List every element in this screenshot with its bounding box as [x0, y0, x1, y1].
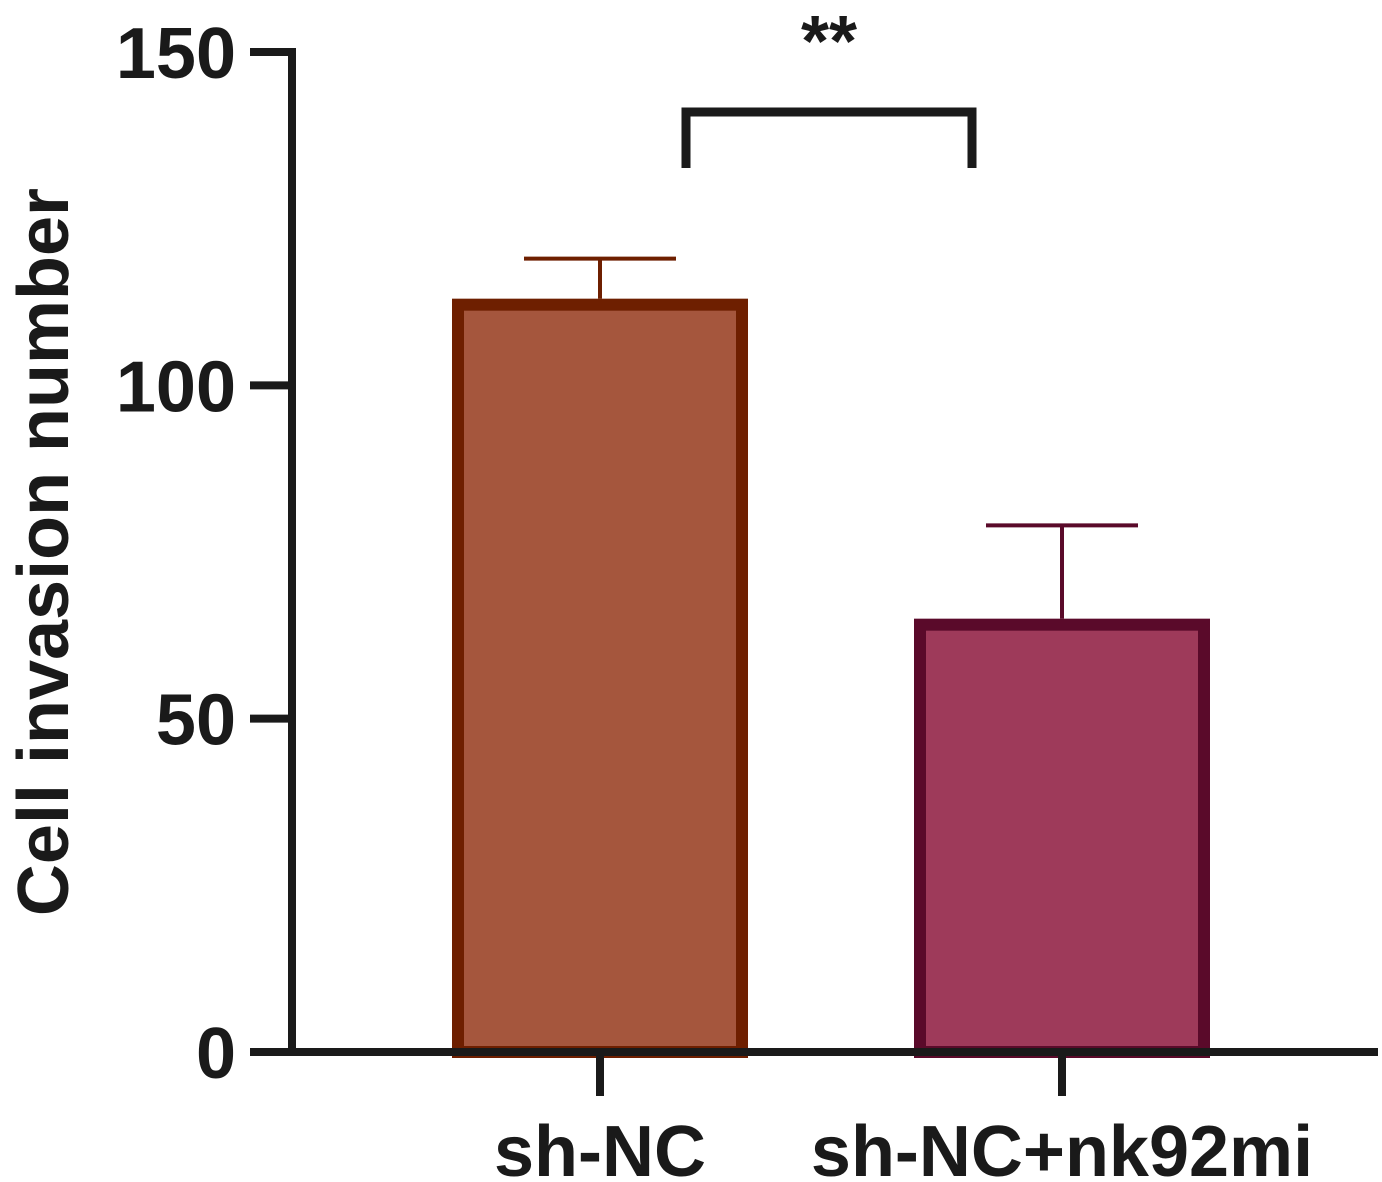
bars-layer — [452, 298, 1210, 1059]
error-bar-0 — [524, 256, 676, 299]
error-bar-1 — [986, 523, 1138, 619]
y-tick-label-0: 0 — [196, 1014, 236, 1094]
significance-bracket-0 — [681, 107, 977, 168]
axes-layer: 0 50 100 150 sh-NC sh-NC+nk92mi — [116, 14, 1378, 1182]
bar-0 — [452, 298, 748, 1058]
x-tick-label-0: sh-NC — [494, 1112, 706, 1182]
y-tick-label-1: 50 — [156, 681, 236, 761]
y-tick-label-2: 100 — [116, 347, 236, 427]
bar-1 — [914, 618, 1210, 1059]
significance-label-0: ** — [801, 2, 857, 82]
x-tick-label-1: sh-NC+nk92mi — [811, 1112, 1313, 1182]
annotations-layer: ** — [681, 2, 977, 168]
y-tick-label-3: 150 — [116, 14, 236, 94]
error-bars-layer — [524, 256, 1138, 619]
y-axis-label: Cell invasion number — [4, 188, 84, 916]
